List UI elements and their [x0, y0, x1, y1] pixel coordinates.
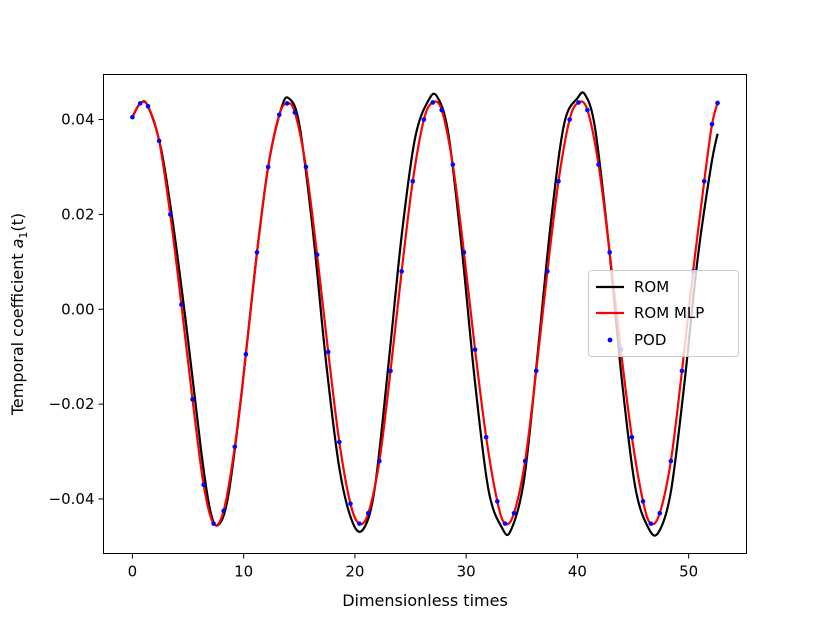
data-point-pod: [284, 101, 290, 106]
y-tick-label: −0.04: [49, 490, 95, 508]
data-point-pod: [190, 397, 195, 402]
data-point-pod: [472, 347, 478, 352]
data-point-pod: [399, 269, 404, 274]
data-point-pod: [145, 103, 151, 109]
legend: ROM ROM MLP POD: [588, 270, 739, 357]
y-axis-label-suffix: (t): [8, 213, 27, 232]
legend-rom-mlp-label: ROM MLP: [634, 304, 704, 322]
y-tick-label: 0.02: [61, 205, 94, 223]
data-point-pod: [483, 435, 489, 440]
y-tick-label: 0.04: [61, 111, 94, 129]
data-point-pod: [130, 114, 135, 120]
data-point-pod: [556, 178, 561, 184]
data-point-pod: [533, 368, 539, 374]
data-point-pod: [337, 439, 342, 445]
series-layer: [130, 91, 720, 537]
data-point-pod: [607, 250, 612, 255]
data-point-pod: [167, 212, 173, 217]
x-tick-label: 20: [345, 563, 364, 581]
data-point-pod: [545, 269, 550, 274]
data-point-pod: [715, 100, 720, 106]
data-point-pod: [640, 499, 646, 504]
data-point-pod: [377, 458, 382, 464]
data-point-pod: [511, 510, 517, 516]
data-point-pod: [450, 162, 456, 167]
data-point-pod: [388, 368, 393, 374]
legend-box: [588, 270, 739, 357]
x-axis-label: Dimensionless times: [342, 591, 508, 610]
data-point-pod: [502, 521, 508, 526]
y-axis-label: Temporal coefficient a1(t): [8, 213, 30, 416]
data-point-pod: [232, 444, 238, 450]
x-tick-label: 10: [234, 563, 253, 581]
data-point-pod: [201, 482, 206, 488]
data-point-pod: [495, 499, 500, 504]
data-point-pod: [461, 250, 467, 255]
data-point-pod: [657, 510, 663, 516]
data-point-pod: [439, 107, 444, 113]
data-point-pod: [567, 117, 572, 122]
data-point-pod: [430, 100, 436, 105]
x-tick-label: 0: [128, 563, 138, 581]
y-axis-label-symbol: a: [8, 239, 27, 249]
legend-rom-label: ROM: [634, 278, 669, 296]
data-point-pod: [325, 349, 331, 355]
data-point-pod: [276, 112, 282, 118]
data-point-pod: [629, 435, 635, 440]
data-point-pod: [421, 117, 427, 122]
data-point-pod: [679, 368, 685, 374]
data-point-pod: [265, 164, 271, 170]
data-point-pod: [221, 508, 226, 514]
series-line-rom-mlp: [131, 100, 719, 527]
x-axis: 0 10 20 30 40 50: [128, 553, 698, 581]
legend-pod-marker: [607, 337, 613, 343]
data-point-pod: [243, 352, 249, 357]
x-tick-label: 50: [679, 563, 698, 581]
data-point-pod: [156, 138, 162, 144]
data-point-pod: [701, 178, 707, 184]
data-point-pod: [648, 521, 654, 526]
data-point-pod: [709, 122, 715, 127]
data-point-pod: [314, 252, 320, 258]
data-point-pod: [410, 178, 416, 184]
y-axis-label-text: Temporal coefficient: [8, 253, 27, 416]
data-point-pod: [522, 458, 528, 464]
data-point-pod: [585, 107, 590, 113]
y-axis: 0.04 0.02 0.00 −0.02 −0.04: [49, 111, 104, 508]
data-point-pod: [211, 521, 216, 526]
data-point-pod: [596, 162, 601, 167]
y-tick-label: −0.02: [49, 395, 95, 413]
data-point-pod: [137, 101, 143, 106]
data-point-pod: [365, 510, 371, 516]
data-point-pod: [357, 521, 362, 526]
legend-pod-label: POD: [634, 331, 666, 349]
data-point-pod: [668, 458, 674, 464]
x-tick-label: 30: [457, 563, 476, 581]
data-point-pod: [254, 250, 260, 255]
data-point-pod: [179, 302, 184, 307]
x-tick-label: 40: [568, 563, 587, 581]
data-point-pod: [348, 501, 353, 507]
y-axis-label-subscript: 1: [17, 232, 30, 239]
plot-area-frame: [103, 74, 747, 554]
data-point-pod: [576, 100, 581, 105]
data-point-pod: [292, 110, 298, 115]
data-point-pod: [303, 164, 309, 170]
y-tick-label: 0.00: [61, 300, 94, 318]
